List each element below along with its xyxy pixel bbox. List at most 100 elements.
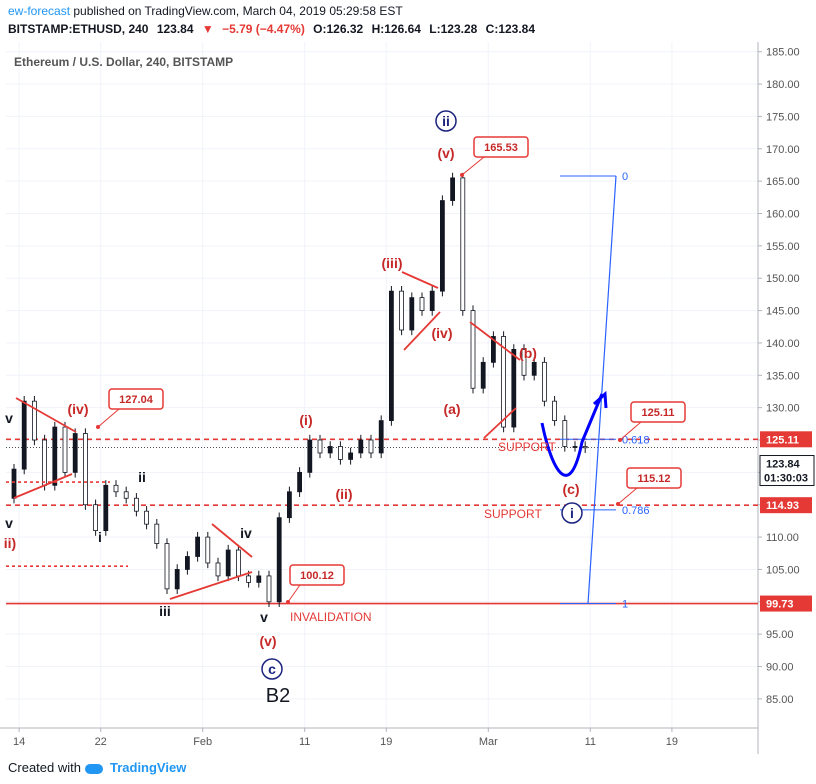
y-tick-label: 95.00 [766, 629, 794, 641]
wave-label: (i) [299, 412, 312, 428]
candle-body [266, 575, 272, 603]
y-tick-label: 90.00 [766, 662, 794, 674]
candle-body [246, 575, 252, 583]
y-tick-label: 130.00 [766, 403, 800, 415]
price-tag-label: 125.11 [766, 434, 799, 446]
candle-body [378, 420, 384, 454]
last-price: 123.84 [156, 22, 194, 36]
candle-body [337, 446, 343, 460]
annotation-support: SUPPORT [498, 440, 556, 454]
trend-line [13, 473, 73, 499]
wave-label: c [268, 661, 276, 677]
candle-body [572, 446, 578, 448]
candle-body [460, 177, 466, 311]
tradingview-logo-icon [84, 763, 103, 774]
fib-level-label: 0 [622, 171, 628, 183]
candle-body [164, 543, 170, 590]
down-arrow-icon: ▼ [201, 22, 214, 36]
wave-circle-icon [435, 110, 457, 132]
callout-box [473, 136, 529, 158]
candle-body [83, 433, 88, 506]
callout-dot [460, 173, 464, 177]
price-change: −5.79 (−4.47%) [222, 22, 305, 36]
callout-label: 125.11 [641, 407, 674, 419]
price-tag-label: 114.93 [766, 500, 799, 512]
wave-label: (v) [259, 633, 276, 649]
callout-label: 115.12 [637, 473, 670, 485]
x-tick-label: Mar [479, 736, 498, 748]
y-tick-label: 165.00 [766, 176, 800, 188]
candle-body [399, 290, 405, 331]
wave-label: ii [138, 469, 146, 485]
y-tick-label: 175.00 [766, 111, 800, 123]
wave-label: (iv) [68, 401, 89, 417]
wave-label: iv [240, 525, 252, 541]
candle-body [470, 310, 476, 389]
candle-body [297, 471, 303, 493]
chart-footer: Created with TradingView [0, 754, 816, 784]
chart-header: ew-forecast published on TradingView.com… [0, 0, 816, 42]
wave-label: (a) [443, 401, 460, 417]
candle-body [52, 426, 58, 486]
callout-pointer [97, 408, 120, 428]
wave-label: (iii) [382, 255, 403, 271]
candle-body [103, 484, 109, 532]
trend-line [169, 571, 253, 600]
callout-pointer [287, 584, 301, 603]
trend-line [211, 523, 253, 558]
wave-label: ii) [4, 535, 16, 551]
annotation-invalidation: INVALIDATION [290, 610, 372, 624]
candle-body [409, 297, 415, 331]
callout-box [630, 401, 686, 423]
wave-label: i [570, 505, 574, 521]
candle-body [490, 336, 496, 363]
candle-body [42, 439, 47, 486]
trend-line [15, 397, 77, 433]
candle-body [286, 491, 292, 519]
x-tick-label: Feb [193, 736, 212, 748]
wave-label: v [260, 609, 268, 625]
x-tick-label: 11 [585, 736, 596, 748]
trend-line [469, 321, 521, 361]
candle-body [521, 349, 527, 376]
callout-box [289, 564, 345, 586]
candle-body [72, 433, 78, 473]
ohlc-open: O:126.32 [313, 22, 364, 36]
wave-label: v [5, 515, 13, 531]
candle-body [154, 523, 160, 544]
y-tick-label: 85.00 [766, 694, 794, 706]
wave-label: v [5, 410, 13, 426]
candle-body [542, 361, 547, 402]
x-tick-label: 19 [380, 736, 392, 748]
last-price-tag-bg [759, 455, 815, 487]
wave-label: (b) [519, 345, 537, 361]
callout-box [626, 467, 682, 489]
ohlc-close: C:123.84 [485, 22, 536, 36]
callout-dot [616, 502, 620, 506]
last-price-label: 123.84 [766, 459, 801, 471]
chart-canvas[interactable]: Ethereum / U.S. Dollar, 240, BITSTAMP 85… [0, 42, 816, 754]
candle-body [32, 400, 37, 441]
callout-dot [618, 438, 622, 442]
candle-body [276, 517, 282, 603]
candle-body [450, 177, 456, 201]
created-with-label: Created with [8, 760, 81, 775]
callout-box [108, 388, 164, 410]
candle-body [388, 290, 394, 421]
fib-level-label: 0.786 [622, 505, 650, 517]
callout-pointer [461, 156, 485, 176]
candle-body [327, 446, 333, 454]
candle-body [123, 491, 129, 499]
tradingview-brand[interactable]: TradingView [109, 760, 187, 775]
publish-line: ew-forecast published on TradingView.com… [8, 4, 403, 18]
candle-body [225, 549, 231, 577]
candle-body [419, 297, 425, 311]
y-tick-label: 180.00 [766, 79, 800, 91]
wave-label: B2 [266, 685, 290, 707]
author-link[interactable]: ew-forecast [8, 4, 71, 18]
projection-curve [540, 393, 604, 477]
candle-body [215, 562, 221, 577]
candle-body [531, 361, 537, 376]
candle-body [317, 439, 323, 454]
symbol-line: BITSTAMP:ETHUSD, 240 123.84 ▼ −5.79 (−4.… [8, 22, 540, 36]
